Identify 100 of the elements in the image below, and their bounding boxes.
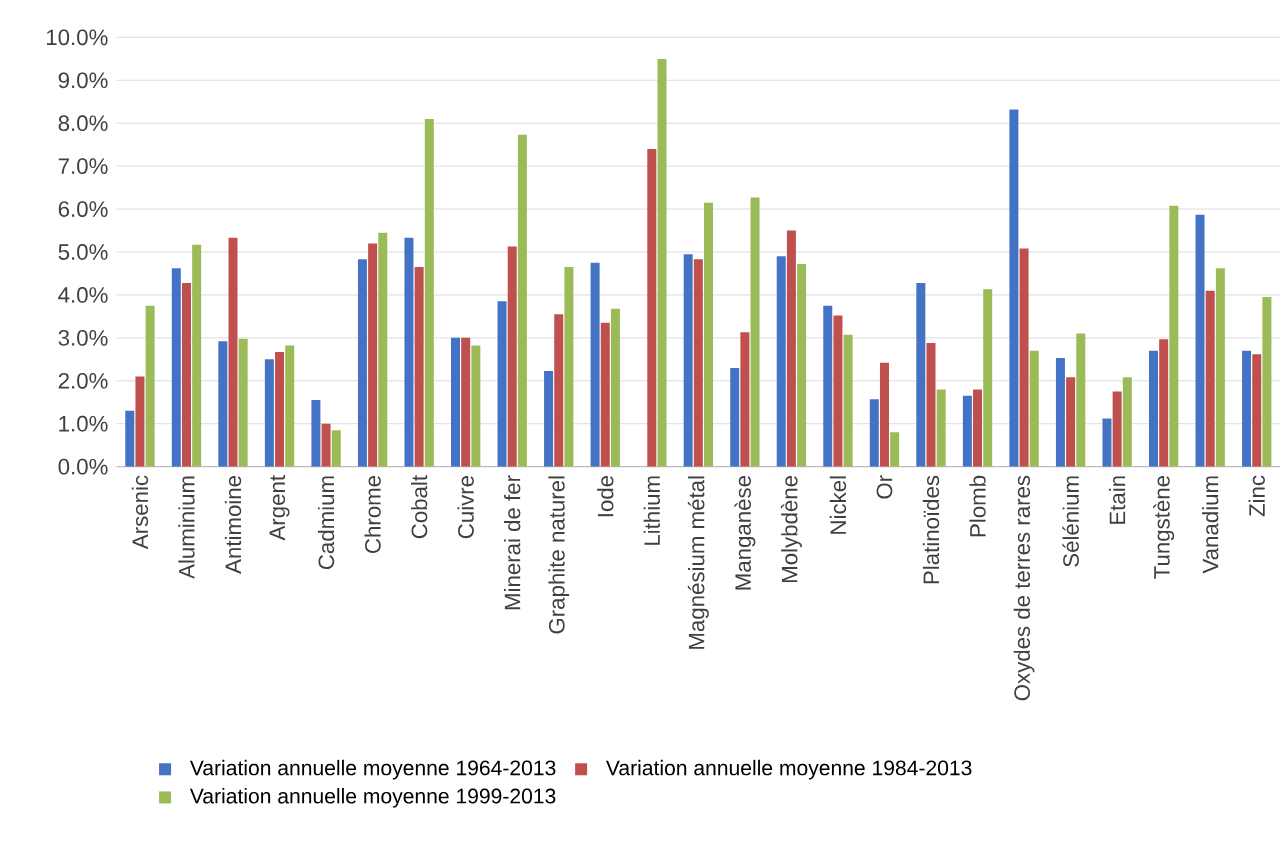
bar xyxy=(1169,205,1179,467)
bar xyxy=(776,256,786,467)
bar xyxy=(797,264,807,467)
x-tick-label: Platinoïdes xyxy=(922,475,940,584)
legend-label: Variation annuelle moyenne 1964-2013 xyxy=(189,759,556,780)
bar xyxy=(1159,339,1169,467)
x-tick-label: Zinc xyxy=(1248,475,1265,517)
bar xyxy=(1205,290,1215,467)
x-tick-label: Minerai de fer xyxy=(504,475,521,610)
y-tick-label: 8.0% xyxy=(58,115,108,132)
bar xyxy=(833,315,843,467)
bar xyxy=(321,423,331,467)
bar xyxy=(145,305,155,467)
x-tick-label: Molybdène xyxy=(780,475,802,583)
bar xyxy=(879,362,889,467)
y-tick-label: 4.0% xyxy=(58,287,108,303)
x-tick-label: Iode xyxy=(597,475,614,517)
bar xyxy=(285,345,295,467)
bar xyxy=(1076,333,1086,467)
bar xyxy=(1102,418,1112,467)
bar xyxy=(264,359,274,467)
y-tick-label: 1.0% xyxy=(59,415,108,432)
bar xyxy=(471,345,481,467)
bar xyxy=(368,243,378,467)
bar xyxy=(331,430,341,467)
x-tick-label: Cobalt xyxy=(410,475,428,539)
bar xyxy=(1019,248,1029,467)
x-tick-label: Manganèse xyxy=(734,475,756,590)
bar xyxy=(554,314,564,467)
x-tick-label: Magnésium métal xyxy=(687,476,709,649)
bar xyxy=(181,282,191,467)
bar xyxy=(311,400,321,467)
x-tick-label: Arsenic xyxy=(131,475,149,550)
x-tick-label: Lithium xyxy=(643,476,660,545)
y-tick-label: 6.0% xyxy=(58,201,108,217)
bar xyxy=(1215,268,1225,467)
y-tick-label: 10.0% xyxy=(46,29,108,46)
y-tick-label: 0.0% xyxy=(58,458,108,475)
bar xyxy=(1112,391,1122,467)
bar xyxy=(507,246,517,467)
bar xyxy=(704,202,714,467)
x-tick-label: Antimoine xyxy=(224,475,242,574)
bar xyxy=(1009,109,1019,467)
bar xyxy=(414,267,424,467)
bar xyxy=(590,262,600,467)
x-tick-label: Aluminium xyxy=(178,476,195,579)
x-tick-label: Graphite naturel xyxy=(548,476,570,634)
x-tick-label: Cuivre xyxy=(457,475,474,539)
x-tick-label: Nickel xyxy=(829,476,847,534)
x-tick-label: Argent xyxy=(269,475,290,541)
x-tick-label: Tungstène xyxy=(1153,475,1175,579)
legend-label: Variation annuelle moyenne 1999-2013 xyxy=(189,788,556,808)
bar xyxy=(192,244,202,467)
bar xyxy=(424,118,434,467)
bar xyxy=(740,332,750,467)
x-tick-label: Sélénium xyxy=(1062,476,1079,567)
bar xyxy=(657,58,667,467)
bar xyxy=(1029,350,1039,467)
bar xyxy=(1055,358,1065,467)
bar xyxy=(843,334,853,467)
bar xyxy=(238,338,248,467)
bar xyxy=(600,322,610,467)
bar xyxy=(1262,297,1272,467)
bar xyxy=(1242,350,1252,467)
y-tick-label: 2.0% xyxy=(58,372,108,389)
bar xyxy=(750,197,760,467)
bar xyxy=(936,389,946,467)
x-tick-label: Cadmium xyxy=(317,476,335,570)
bar xyxy=(228,237,238,467)
x-tick-label: Vanadium xyxy=(1202,476,1219,574)
bar xyxy=(404,237,414,467)
bar xyxy=(1195,214,1205,467)
bar xyxy=(869,399,879,467)
bar xyxy=(683,254,693,467)
bar xyxy=(962,395,972,467)
y-tick-label: 7.0% xyxy=(58,158,108,175)
bar xyxy=(171,268,181,467)
bar xyxy=(135,376,145,467)
x-tick-label: Oxydes de terres rares xyxy=(1013,475,1035,701)
bar xyxy=(125,410,135,467)
y-tick-label: 9.0% xyxy=(58,72,108,89)
x-tick-label: Or xyxy=(876,475,893,499)
bar xyxy=(451,337,460,467)
bar xyxy=(357,259,367,467)
bar xyxy=(890,432,900,467)
bar xyxy=(497,301,507,467)
bar xyxy=(275,352,285,467)
bar xyxy=(1252,354,1262,467)
bar xyxy=(1149,350,1158,467)
bar xyxy=(693,259,703,467)
bar xyxy=(1122,377,1132,467)
bar xyxy=(730,367,740,467)
bar xyxy=(983,289,993,467)
bar xyxy=(823,305,833,467)
bar xyxy=(378,232,388,467)
y-tick-label: 3.0% xyxy=(58,329,108,346)
x-tick-label: Plomb xyxy=(969,475,986,537)
x-tick-label: Chrome xyxy=(364,475,381,553)
bar xyxy=(517,134,527,467)
bar xyxy=(973,389,983,467)
